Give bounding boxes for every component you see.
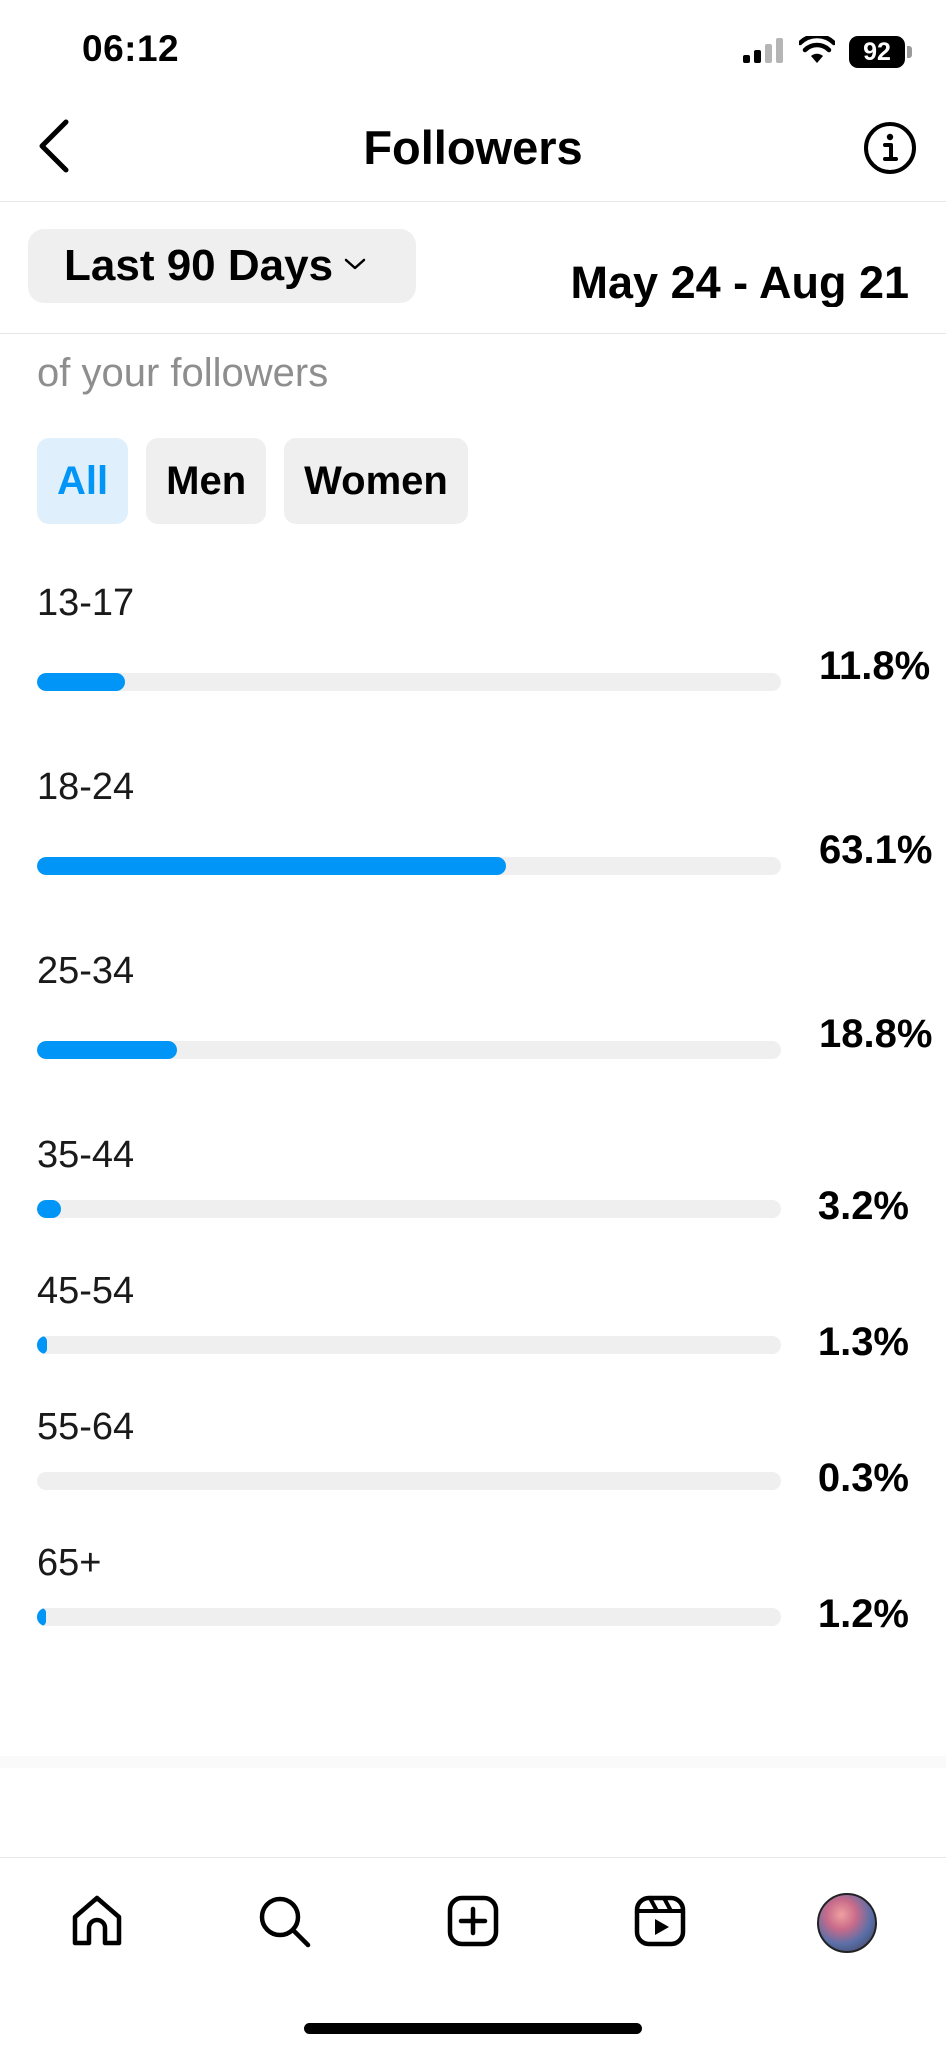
- status-indicators: 92: [743, 30, 912, 74]
- age-percent: 1.2%: [817, 1592, 909, 1636]
- age-bar: [37, 1336, 47, 1354]
- age-bar-track: [37, 1336, 781, 1354]
- age-label: 18-24: [37, 766, 135, 808]
- tab-search[interactable]: [249, 1888, 319, 1958]
- filter-row: Last 90 Days May 24 - Aug 21: [0, 203, 946, 334]
- age-bar-track: [37, 1200, 781, 1218]
- age-label: 35-44: [37, 1134, 135, 1176]
- info-icon: [863, 121, 917, 180]
- section-divider: [0, 1756, 946, 1768]
- age-label: 25-34: [37, 950, 135, 992]
- date-range-dropdown[interactable]: Last 90 Days: [28, 229, 416, 303]
- segment-men[interactable]: Men: [146, 438, 267, 524]
- gender-segment-control: All Men Women: [37, 438, 468, 524]
- segment-women[interactable]: Women: [284, 438, 468, 524]
- age-label: 55-64: [37, 1406, 135, 1448]
- back-button[interactable]: [24, 118, 84, 178]
- home-indicator: [304, 2023, 642, 2034]
- age-percent: 0.3%: [817, 1456, 909, 1500]
- age-percent: 1.3%: [817, 1320, 909, 1364]
- profile-avatar: [817, 1893, 877, 1953]
- age-percent: 63.1%: [819, 828, 933, 872]
- age-bar: [37, 1608, 46, 1626]
- search-icon: [256, 1893, 312, 1954]
- age-percent: 11.8%: [819, 644, 931, 688]
- section-subtitle: of your followers: [37, 351, 329, 395]
- age-bar-track: [37, 1472, 781, 1490]
- age-range-section: of your followers All Men Women 13-17 11…: [0, 334, 946, 1856]
- tab-home[interactable]: [62, 1888, 132, 1958]
- chevron-left-icon: [36, 118, 72, 179]
- cellular-signal-icon: [743, 37, 785, 68]
- battery-level: 92: [849, 36, 905, 68]
- home-icon: [69, 1893, 125, 1954]
- age-bar: [37, 1041, 177, 1059]
- info-button[interactable]: [860, 120, 920, 180]
- bottom-tab-bar: [0, 1857, 946, 2048]
- age-percent: 18.8%: [819, 1012, 933, 1056]
- age-label: 65+: [37, 1542, 102, 1584]
- page-title: Followers: [363, 121, 583, 174]
- age-bar-track: [37, 857, 781, 875]
- age-label: 45-54: [37, 1270, 135, 1312]
- reels-icon: [633, 1894, 687, 1953]
- create-icon: [446, 1894, 500, 1953]
- tab-reels[interactable]: [625, 1888, 695, 1958]
- status-bar: 06:12 92: [0, 0, 946, 100]
- age-bar-track: [37, 673, 781, 691]
- age-percent: 3.2%: [817, 1184, 909, 1228]
- date-range-dropdown-label: Last 90 Days: [64, 241, 334, 290]
- battery-indicator: 92: [849, 36, 912, 68]
- chevron-down-icon: [343, 256, 367, 277]
- age-bar-track: [37, 1041, 781, 1059]
- age-label: 13-17: [37, 582, 135, 624]
- header: Followers: [0, 100, 946, 202]
- status-time: 06:12: [82, 28, 180, 69]
- age-bar-track: [37, 1608, 781, 1626]
- tab-create[interactable]: [438, 1888, 508, 1958]
- wifi-icon: [797, 33, 837, 69]
- segment-all[interactable]: All: [37, 438, 129, 524]
- age-bar: [37, 673, 125, 691]
- tab-profile[interactable]: [812, 1888, 882, 1958]
- date-range-text: May 24 - Aug 21: [570, 257, 909, 307]
- age-bar: [37, 1200, 61, 1218]
- age-bar: [37, 857, 507, 875]
- battery-cap: [907, 46, 912, 58]
